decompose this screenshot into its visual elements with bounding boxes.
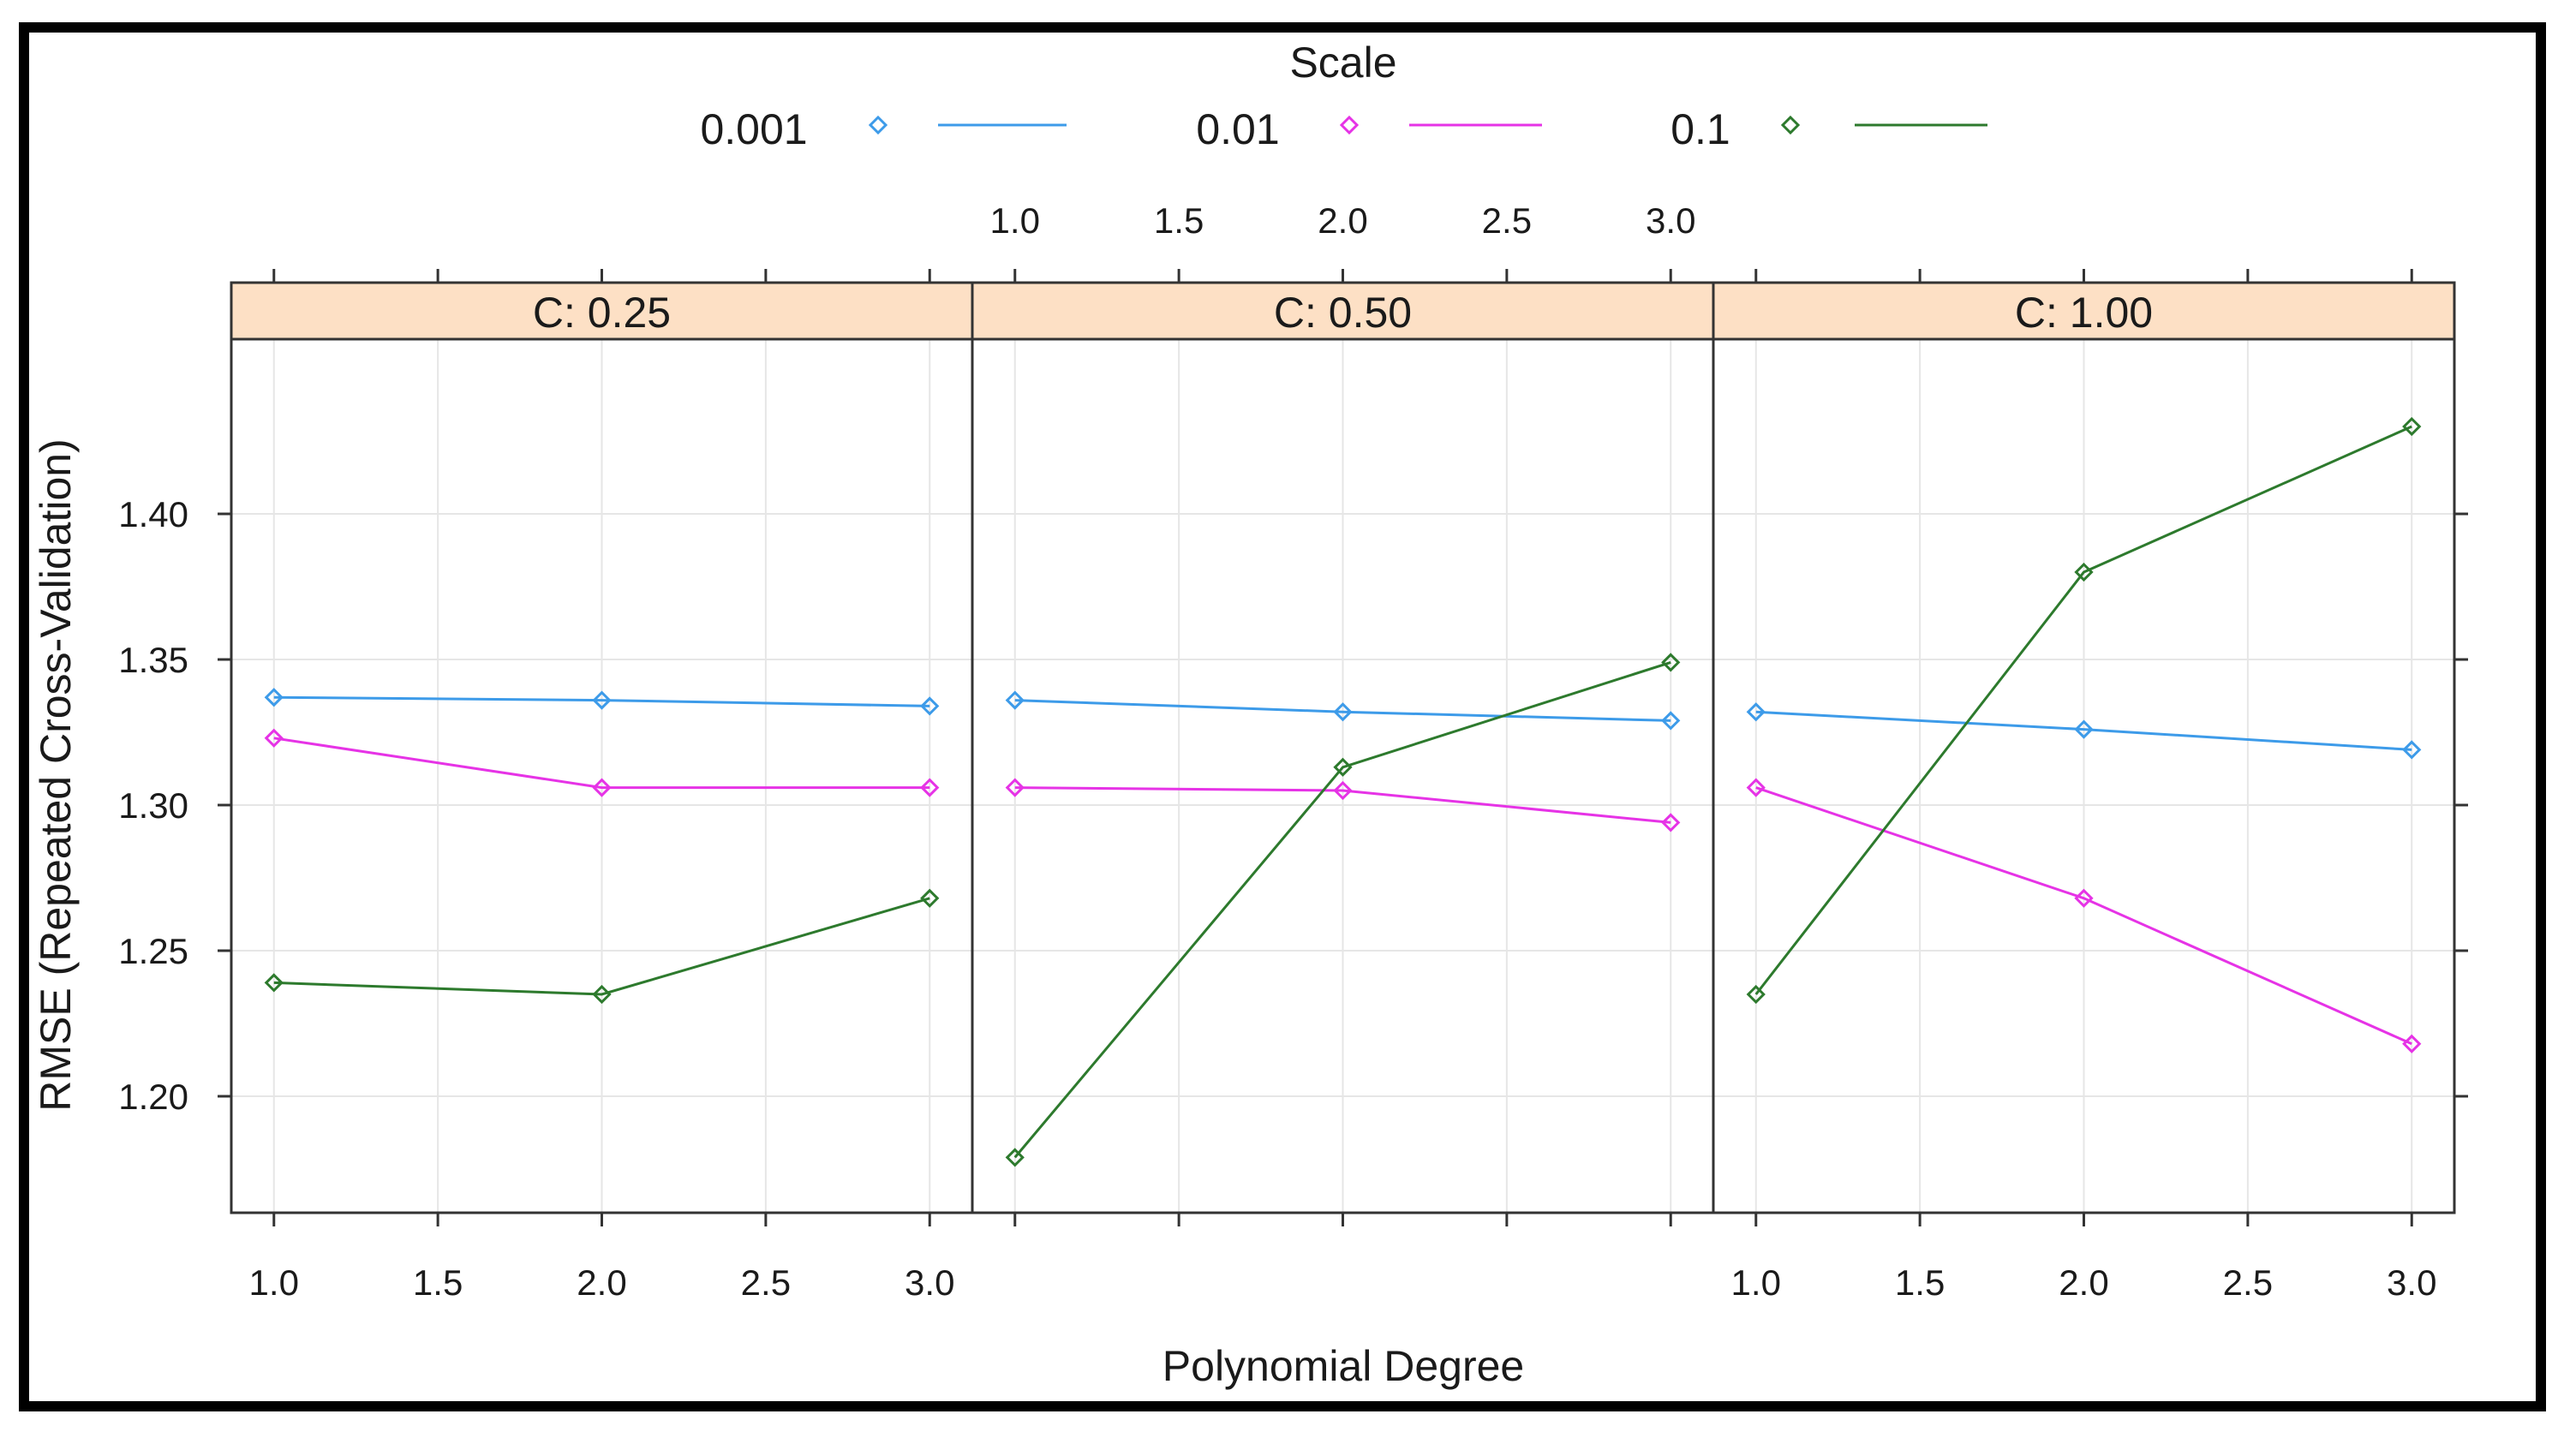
legend-marker-0.001 bbox=[868, 115, 888, 135]
data-point-0.1 bbox=[592, 984, 612, 1005]
data-point-0.001 bbox=[264, 688, 284, 707]
x-tick-label: 3.0 bbox=[2387, 1262, 2436, 1303]
legend: Scale 0.001 0.01 0.1 bbox=[700, 39, 1987, 153]
legend-label-0.01: 0.01 bbox=[1196, 105, 1279, 153]
series-line-0.001 bbox=[1014, 699, 1671, 722]
y-tick-label: 1.25 bbox=[118, 931, 188, 971]
data-point-0.001 bbox=[1746, 702, 1766, 722]
data-point-0.1 bbox=[1661, 653, 1681, 672]
x-tick-label: 1.0 bbox=[1731, 1262, 1781, 1303]
x-tick-label: 2.5 bbox=[741, 1262, 791, 1303]
legend-marker-0.1 bbox=[1780, 115, 1801, 135]
x-tick-label: 2.0 bbox=[1318, 200, 1367, 241]
x-tick-label: 2.5 bbox=[2223, 1262, 2273, 1303]
x-tick-label: 1.5 bbox=[1895, 1262, 1945, 1303]
data-point-0.01 bbox=[2402, 1034, 2422, 1053]
y-tick-label: 1.35 bbox=[118, 640, 188, 680]
series-line-0.01 bbox=[273, 737, 930, 790]
x-tick-label: 3.0 bbox=[1646, 200, 1695, 241]
series-line-0.001 bbox=[273, 695, 930, 707]
data-point-0.001 bbox=[1005, 690, 1025, 710]
panel-strip bbox=[971, 281, 1715, 341]
data-point-0.001 bbox=[1661, 711, 1681, 731]
figure-frame bbox=[19, 22, 2546, 1411]
data-point-0.001 bbox=[920, 696, 940, 716]
panel-3: C: 1.00 bbox=[1712, 281, 2456, 1214]
data-point-0.01 bbox=[2074, 888, 2094, 908]
data-point-0.1 bbox=[264, 973, 284, 993]
data-point-0.001 bbox=[2402, 740, 2422, 760]
data-point-0.01 bbox=[1661, 813, 1681, 832]
legend-marker-0.01 bbox=[1339, 115, 1360, 135]
panel-strip-label: C: 0.50 bbox=[1274, 289, 1412, 337]
series-line-0.1 bbox=[1754, 425, 2412, 995]
panel-2: C: 0.50 bbox=[971, 281, 1715, 1214]
panel-strip-label: C: 0.25 bbox=[533, 289, 671, 337]
data-point-0.1 bbox=[1005, 1148, 1025, 1167]
data-point-0.001 bbox=[592, 690, 612, 710]
data-point-0.1 bbox=[1333, 757, 1353, 777]
x-tick-label: 1.5 bbox=[1154, 200, 1204, 241]
data-point-0.01 bbox=[1746, 778, 1766, 797]
y-tick-label: 1.40 bbox=[118, 494, 188, 534]
data-point-0.1 bbox=[920, 888, 940, 908]
panel-strip-label: C: 1.00 bbox=[2015, 289, 2153, 337]
data-point-0.01 bbox=[1333, 780, 1353, 801]
legend-title: Scale bbox=[1289, 39, 1396, 87]
series-line-0.1 bbox=[273, 897, 930, 996]
data-point-0.01 bbox=[920, 778, 940, 797]
legend-label-0.001: 0.001 bbox=[700, 105, 807, 153]
panel-strip bbox=[1712, 281, 2456, 341]
series-line-0.1 bbox=[1013, 660, 1671, 1159]
y-axis-label: RMSE (Repeated Cross-Validation) bbox=[32, 439, 80, 1112]
data-point-0.01 bbox=[264, 728, 284, 748]
x-axis-label: Polynomial Degree bbox=[1162, 1342, 1524, 1390]
series-line-0.01 bbox=[1014, 786, 1671, 824]
panel-1: C: 0.25 bbox=[230, 281, 974, 1214]
x-tick-label: 1.0 bbox=[249, 1262, 299, 1303]
y-tick-label: 1.20 bbox=[118, 1077, 188, 1117]
data-point-0.1 bbox=[2074, 562, 2094, 582]
x-tick-label: 1.0 bbox=[990, 200, 1040, 241]
data-point-0.01 bbox=[1005, 778, 1025, 797]
series-line-0.001 bbox=[1755, 710, 2412, 751]
data-point-0.001 bbox=[2074, 719, 2094, 739]
data-point-0.1 bbox=[1746, 984, 1766, 1005]
x-tick-label: 1.5 bbox=[413, 1262, 463, 1303]
x-tick-label: 2.0 bbox=[577, 1262, 626, 1303]
panels: C: 0.25 C: 0.50 C: 1.00 bbox=[230, 281, 2456, 1214]
legend-label-0.1: 0.1 bbox=[1671, 105, 1730, 153]
data-point-0.001 bbox=[1333, 702, 1353, 722]
series-line-0.01 bbox=[1755, 786, 2412, 1046]
data-point-0.01 bbox=[592, 778, 612, 797]
y-tick-label: 1.30 bbox=[118, 785, 188, 826]
x-tick-label: 3.0 bbox=[905, 1262, 954, 1303]
x-tick-label: 2.5 bbox=[1482, 200, 1532, 241]
x-tick-label: 2.0 bbox=[2059, 1262, 2108, 1303]
axes: 1.0 1.5 2.0 2.5 3.0 1.0 1.5 2.0 2.5 3.0 1.0 1.5 2.0 2… bbox=[118, 200, 2468, 1303]
data-point-0.1 bbox=[2402, 416, 2422, 437]
